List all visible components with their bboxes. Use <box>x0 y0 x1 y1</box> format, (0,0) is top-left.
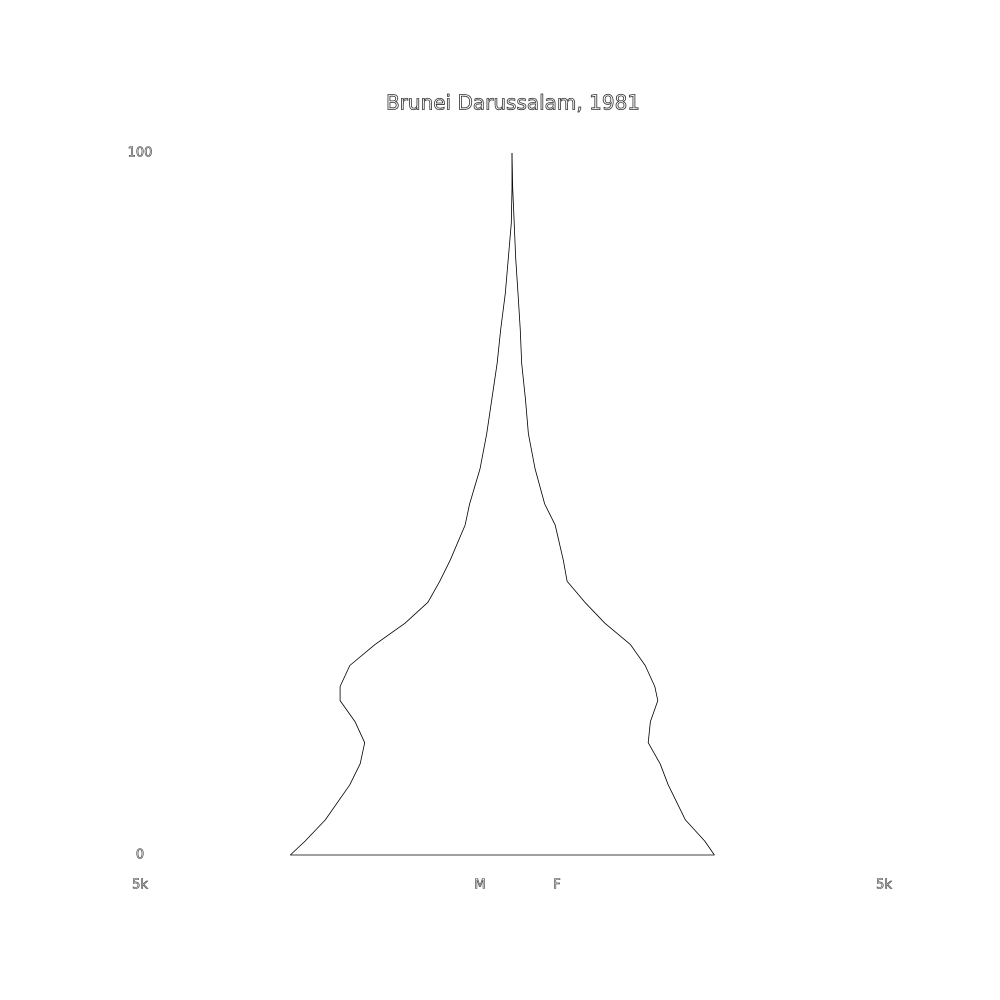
chart-title: Brunei Darussalam, 1981 <box>386 91 640 115</box>
y-tick-label: 0 <box>136 848 144 863</box>
y-tick-label: 100 <box>128 146 153 161</box>
legend-label: M <box>474 878 485 893</box>
x-tick-label: 5k <box>876 878 892 893</box>
x-tick-label: 5k <box>132 878 148 893</box>
legend-label: F <box>553 878 560 893</box>
population-outline <box>290 153 513 856</box>
population-outline <box>511 152 715 856</box>
